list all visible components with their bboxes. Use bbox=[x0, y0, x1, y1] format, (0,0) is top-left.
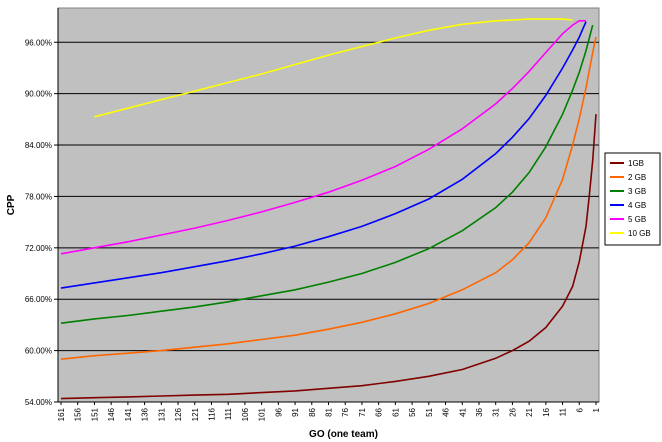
x-tick-label: 76 bbox=[341, 407, 350, 416]
series-line-1gb bbox=[60, 114, 597, 400]
x-tick-label: 56 bbox=[408, 407, 417, 416]
series-line-4gb bbox=[60, 21, 587, 289]
series-line-5gb bbox=[60, 19, 586, 255]
legend-label: 2 GB bbox=[628, 173, 646, 182]
legend-label: 10 GB bbox=[628, 229, 651, 238]
x-axis-title: GO (one team) bbox=[309, 429, 378, 440]
x-tick-label: 141 bbox=[124, 407, 133, 421]
x-tick-label: 66 bbox=[375, 407, 384, 416]
x-tick-label: 61 bbox=[391, 407, 400, 416]
y-tick-label: 54.00% bbox=[25, 398, 52, 407]
y-tick-label: 72.00% bbox=[25, 244, 52, 253]
x-tick-label: 101 bbox=[258, 407, 267, 421]
x-tick-label: 41 bbox=[458, 407, 467, 416]
legend-label: 3 GB bbox=[628, 187, 646, 196]
x-tick-label: 126 bbox=[174, 407, 183, 421]
x-tick-label: 91 bbox=[291, 407, 300, 416]
x-tick-label: 11 bbox=[559, 407, 568, 416]
plot-area bbox=[57, 7, 600, 403]
x-tick-label: 31 bbox=[492, 407, 501, 416]
y-tick-label: 66.00% bbox=[25, 295, 52, 304]
x-tick-label: 46 bbox=[442, 407, 451, 416]
x-tick-label: 1 bbox=[592, 407, 601, 412]
y-tick-label: 60.00% bbox=[25, 347, 52, 356]
x-tick-label: 131 bbox=[157, 407, 166, 421]
x-tick-label: 151 bbox=[90, 407, 99, 421]
y-axis-title: CPP bbox=[6, 194, 17, 215]
legend-box bbox=[604, 152, 661, 246]
x-tick-label: 161 bbox=[57, 407, 66, 421]
y-tick-label: 90.00% bbox=[25, 90, 52, 99]
legend-label: 4 GB bbox=[628, 201, 646, 210]
x-tick-label: 136 bbox=[141, 407, 150, 421]
x-tick-label: 111 bbox=[224, 407, 233, 420]
x-tick-label: 6 bbox=[575, 407, 584, 412]
y-tick-label: 78.00% bbox=[25, 192, 52, 201]
x-tick-label: 51 bbox=[425, 407, 434, 416]
x-tick-label: 121 bbox=[191, 407, 200, 421]
x-tick-label: 86 bbox=[308, 407, 317, 416]
x-tick-label: 146 bbox=[107, 407, 116, 421]
legend-label: 5 GB bbox=[628, 215, 646, 224]
legend-label: 1GB bbox=[628, 159, 644, 168]
x-tick-label: 156 bbox=[74, 407, 83, 421]
x-tick-label: 21 bbox=[525, 407, 534, 416]
x-tick-label: 81 bbox=[325, 407, 334, 416]
series-line-2gb bbox=[60, 36, 597, 360]
x-tick-label: 116 bbox=[207, 407, 216, 420]
series-line-10gb bbox=[94, 18, 573, 118]
x-tick-label: 16 bbox=[542, 407, 551, 416]
y-tick-label: 84.00% bbox=[25, 141, 52, 150]
x-tick-label: 36 bbox=[475, 407, 484, 416]
x-tick-label: 71 bbox=[358, 407, 367, 416]
x-tick-label: 26 bbox=[508, 407, 517, 416]
series-line-3gb bbox=[60, 24, 594, 324]
y-tick-label: 96.00% bbox=[25, 38, 52, 47]
x-tick-label: 106 bbox=[241, 407, 250, 421]
x-tick-label: 96 bbox=[274, 407, 283, 416]
